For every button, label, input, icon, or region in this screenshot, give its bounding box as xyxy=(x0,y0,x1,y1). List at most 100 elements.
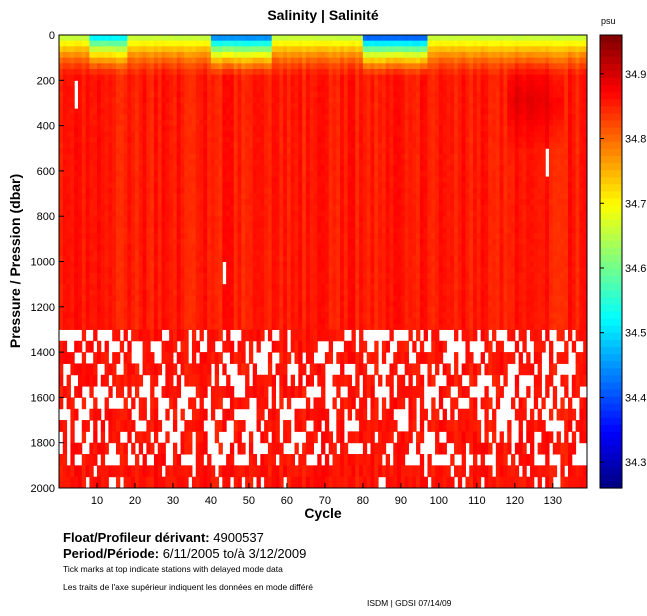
heatmap-cell xyxy=(172,397,178,410)
heatmap-cell xyxy=(214,323,220,330)
heatmap-cell xyxy=(195,476,201,489)
heatmap-cell xyxy=(317,397,322,410)
heatmap-cell xyxy=(142,119,147,127)
heatmap-cell xyxy=(127,148,132,155)
heatmap-cell xyxy=(100,374,106,387)
heatmap-cell xyxy=(104,272,109,279)
heatmap-cell xyxy=(328,267,333,274)
heatmap-cell xyxy=(131,199,136,206)
heatmap-cell xyxy=(313,176,318,183)
heatmap-cell xyxy=(70,244,75,251)
heatmap-cell xyxy=(229,454,235,466)
heatmap-cell xyxy=(195,40,201,47)
heatmap-cell xyxy=(123,301,128,308)
heatmap-cell xyxy=(309,153,315,161)
heatmap-cell xyxy=(351,272,356,279)
heatmap-cell xyxy=(85,221,90,229)
heatmap-cell xyxy=(332,233,337,240)
heatmap-cell xyxy=(229,74,235,81)
heatmap-cell xyxy=(207,272,212,279)
heatmap-cell xyxy=(347,170,352,178)
heatmap-cell xyxy=(169,323,174,330)
heatmap-cell xyxy=(165,221,170,229)
heatmap-cell xyxy=(317,35,322,42)
heatmap-cell xyxy=(366,233,371,240)
heatmap-cell xyxy=(161,238,166,246)
heatmap-cell xyxy=(104,233,109,240)
heatmap-cell xyxy=(89,261,94,268)
heatmap-cell xyxy=(70,80,75,87)
heatmap-cell xyxy=(332,102,337,110)
heatmap-cell xyxy=(298,255,303,262)
heatmap-cell xyxy=(81,170,87,178)
heatmap-cell xyxy=(298,148,303,155)
heatmap-cell xyxy=(233,465,239,478)
heatmap-cell xyxy=(332,267,337,274)
heatmap-cell xyxy=(317,255,322,262)
heatmap-cell xyxy=(256,159,261,166)
heatmap-cell xyxy=(191,301,197,308)
heatmap-cell xyxy=(146,74,151,81)
heatmap-cell xyxy=(142,182,147,189)
heatmap-cell xyxy=(321,159,326,166)
heatmap-cell xyxy=(321,51,326,59)
heatmap-cell xyxy=(355,193,360,200)
heatmap-cell xyxy=(184,301,189,308)
heatmap-cell xyxy=(256,465,261,478)
heatmap-cell xyxy=(123,420,128,432)
heatmap-cell xyxy=(355,136,360,144)
heatmap-cell xyxy=(199,397,204,410)
heatmap-cell xyxy=(214,289,220,296)
heatmap-cell xyxy=(351,295,356,302)
heatmap-cell xyxy=(294,199,299,206)
heatmap-cell xyxy=(290,68,296,76)
heatmap-cell xyxy=(146,108,151,115)
heatmap-cell xyxy=(355,63,360,70)
heatmap-cell xyxy=(229,40,235,47)
heatmap-cell xyxy=(332,454,337,466)
heatmap-cell xyxy=(370,51,375,59)
heatmap-cell xyxy=(351,216,356,223)
heatmap-cell xyxy=(188,221,193,229)
heatmap-cell xyxy=(104,57,109,64)
heatmap-cell xyxy=(279,74,284,81)
heatmap-cell xyxy=(169,233,174,240)
heatmap-cell xyxy=(332,374,337,387)
heatmap-cell xyxy=(317,182,322,189)
heatmap-cell xyxy=(100,46,106,53)
heatmap-cell xyxy=(328,148,333,155)
heatmap-cell xyxy=(370,85,375,93)
heatmap-cell xyxy=(134,238,140,246)
heatmap-cell xyxy=(321,386,326,398)
heatmap-cell xyxy=(256,408,261,421)
heatmap-cell xyxy=(321,204,326,212)
heatmap-cell xyxy=(157,57,163,64)
heatmap-cell xyxy=(283,216,288,223)
heatmap-cell xyxy=(355,216,360,223)
heatmap-cell xyxy=(81,204,87,212)
heatmap-cell xyxy=(302,91,307,98)
heatmap-cell xyxy=(62,272,68,279)
heatmap-cell xyxy=(210,476,216,489)
heatmap-cell xyxy=(214,51,220,59)
heatmap-cell xyxy=(241,68,246,76)
heatmap-cell xyxy=(115,199,121,206)
heatmap-cell xyxy=(271,119,277,127)
heatmap-cell xyxy=(89,442,94,455)
heatmap-cell xyxy=(180,182,185,189)
heatmap-cell xyxy=(218,136,223,144)
heatmap-cell xyxy=(321,278,326,285)
heatmap-cell xyxy=(362,312,368,319)
heatmap-cell xyxy=(302,176,307,183)
heatmap-cell xyxy=(226,329,231,342)
heatmap-cell xyxy=(347,182,352,189)
heatmap-cell xyxy=(294,63,299,70)
heatmap-cell xyxy=(271,136,277,144)
heatmap-cell xyxy=(142,340,147,353)
heatmap-cell xyxy=(283,176,288,183)
heatmap-cell xyxy=(359,80,364,87)
heatmap-cell xyxy=(138,125,144,132)
heatmap-cell xyxy=(210,85,216,93)
heatmap-cell xyxy=(298,233,303,240)
heatmap-cell xyxy=(210,176,216,183)
